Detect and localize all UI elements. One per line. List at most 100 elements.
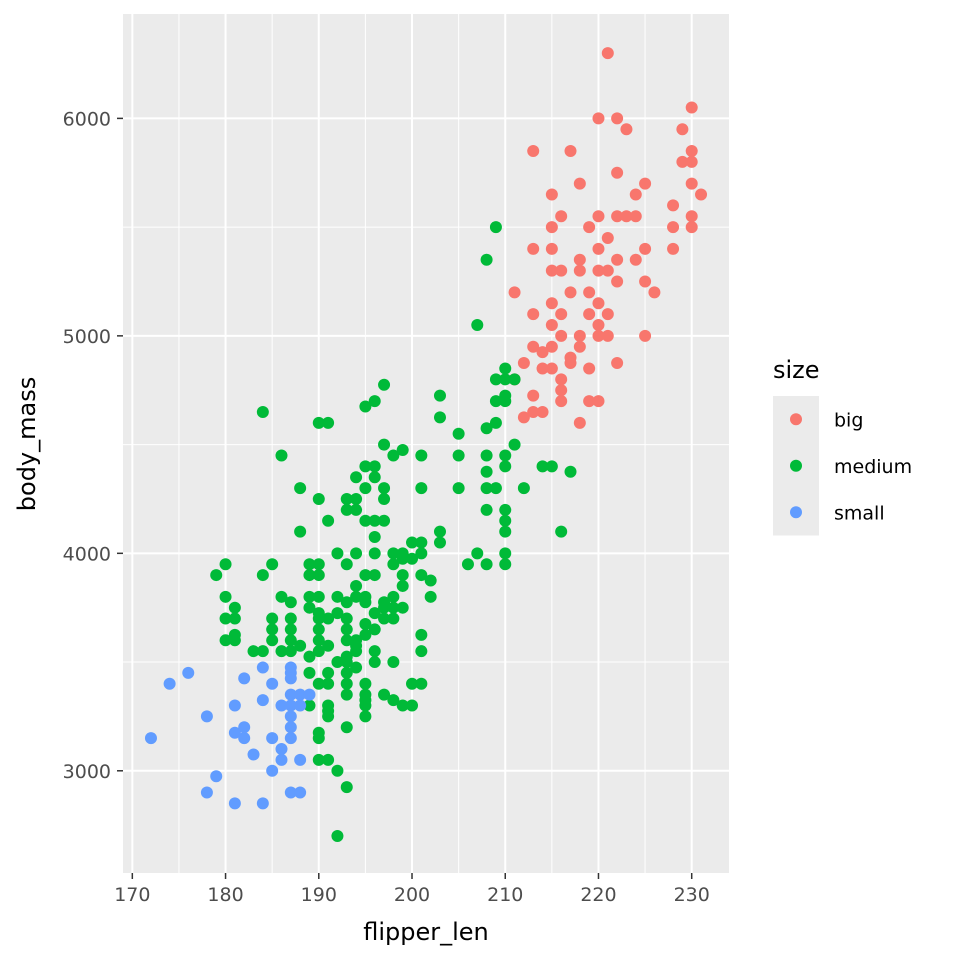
data-point-medium (340, 666, 353, 679)
data-point-big (601, 47, 614, 60)
data-point-medium (545, 460, 558, 473)
data-point-medium (322, 710, 335, 723)
x-tick-label: 210 (487, 884, 523, 906)
x-tick-label: 180 (207, 884, 243, 906)
data-point-medium (303, 590, 316, 603)
data-point-big (564, 357, 577, 370)
data-point-big (611, 275, 624, 288)
data-point-medium (322, 416, 335, 429)
data-point-big (629, 210, 642, 223)
data-point-medium (368, 623, 381, 636)
data-point-medium (368, 531, 381, 544)
data-point-medium (471, 318, 484, 331)
data-point-big (527, 145, 540, 158)
data-point-medium (359, 569, 372, 582)
data-point-medium (247, 645, 260, 658)
data-point-small (303, 688, 316, 701)
data-point-medium (331, 830, 344, 843)
data-point-big (685, 155, 698, 168)
data-point-small (228, 726, 241, 739)
data-point-medium (471, 547, 484, 560)
data-point-big (545, 264, 558, 277)
data-point-medium (424, 574, 437, 587)
data-point-medium (359, 699, 372, 712)
legend-label-big: big (834, 409, 863, 431)
data-point-medium (489, 482, 502, 495)
data-point-big (583, 308, 596, 321)
data-point-medium (340, 612, 353, 625)
data-point-big (685, 177, 698, 190)
data-point-medium (294, 525, 307, 538)
data-point-big (545, 242, 558, 255)
data-point-small (256, 694, 269, 707)
data-point-medium (266, 634, 279, 647)
data-point-medium (340, 634, 353, 647)
data-point-medium (284, 623, 297, 636)
data-point-big (648, 286, 661, 299)
data-point-medium (368, 395, 381, 408)
data-point-medium (350, 471, 363, 484)
data-point-big (555, 395, 568, 408)
data-point-big (629, 188, 642, 201)
data-point-big (601, 329, 614, 342)
legend-entries: big medium small (773, 396, 912, 536)
data-point-medium (499, 503, 512, 516)
data-point-small (284, 732, 297, 745)
data-point-medium (396, 579, 409, 592)
data-point-big (545, 318, 558, 331)
data-point-medium (387, 558, 400, 571)
data-point-medium (387, 656, 400, 669)
data-point-small (294, 753, 307, 766)
data-point-big (555, 264, 568, 277)
data-point-medium (256, 569, 269, 582)
data-point-big (611, 112, 624, 125)
data-point-big (573, 416, 586, 429)
data-point-medium (266, 612, 279, 625)
data-point-medium (312, 492, 325, 505)
data-point-medium (228, 612, 241, 625)
data-point-medium (219, 558, 232, 571)
data-point-medium (480, 558, 493, 571)
data-point-big (545, 362, 558, 375)
y-axis-title: body_mass (13, 377, 41, 511)
data-point-big (620, 123, 633, 136)
data-point-small (182, 666, 195, 679)
data-point-medium (322, 514, 335, 527)
data-point-medium (452, 427, 465, 440)
data-point-big (695, 188, 708, 201)
y-tick-label: 3000 (63, 761, 111, 783)
data-point-small (238, 672, 251, 685)
data-point-big (555, 308, 568, 321)
data-point-small (228, 699, 241, 712)
data-point-medium (303, 569, 316, 582)
data-point-big (592, 264, 605, 277)
data-point-big (555, 384, 568, 397)
data-point-medium (359, 710, 372, 723)
data-point-medium (331, 656, 344, 669)
data-point-medium (499, 449, 512, 462)
data-point-medium (275, 449, 288, 462)
data-point-medium (378, 438, 391, 451)
data-point-big (517, 357, 530, 370)
x-tick-label: 190 (301, 884, 337, 906)
data-point-medium (284, 645, 297, 658)
data-point-medium (480, 422, 493, 435)
data-point-small (238, 732, 251, 745)
data-point-medium (294, 482, 307, 495)
data-point-medium (284, 612, 297, 625)
data-point-medium (499, 525, 512, 538)
data-point-medium (340, 721, 353, 734)
data-point-medium (228, 634, 241, 647)
data-point-medium (340, 596, 353, 609)
data-point-medium (359, 460, 372, 473)
data-point-small (238, 721, 251, 734)
data-point-medium (322, 612, 335, 625)
data-point-small (163, 677, 176, 690)
data-point-medium (406, 536, 419, 549)
data-point-medium (508, 438, 521, 451)
legend-title: size (773, 356, 820, 384)
data-point-small (256, 797, 269, 810)
data-point-medium (508, 373, 521, 386)
x-axis: 170 180 190 200 210 220 230 (114, 873, 710, 906)
data-point-medium (406, 699, 419, 712)
